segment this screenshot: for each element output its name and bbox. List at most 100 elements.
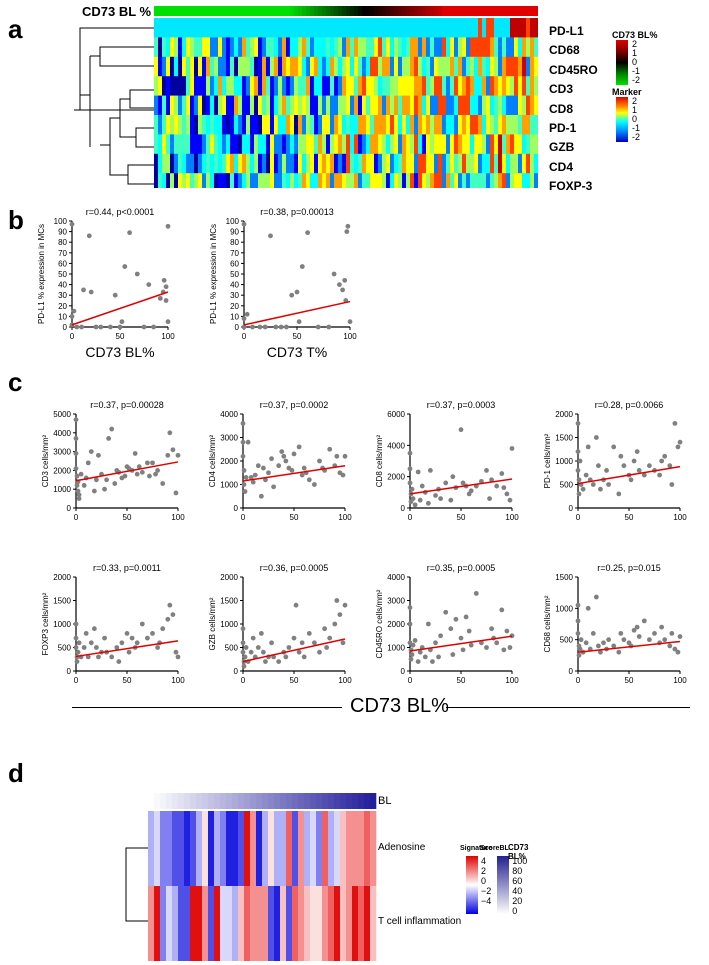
heatmap-cell xyxy=(438,115,443,135)
heatmap-cell xyxy=(246,56,251,77)
data-point xyxy=(575,468,581,473)
heatmap-cell xyxy=(250,153,255,174)
data-point xyxy=(641,472,647,478)
heatmap-cell xyxy=(270,134,275,155)
heatmap-cell xyxy=(274,153,279,174)
legend-signature-tick-0: 4 xyxy=(481,856,487,866)
heatmap-cell xyxy=(318,173,323,188)
y-tick-label: 2000 xyxy=(387,473,405,482)
heatmap-cell xyxy=(170,37,175,58)
data-point xyxy=(601,640,606,646)
heatmap-cell xyxy=(154,18,159,38)
data-point xyxy=(98,324,104,330)
heatmap-cell xyxy=(234,115,239,135)
heatmap-cell xyxy=(394,76,399,96)
data-point xyxy=(458,427,464,433)
heatmap-cell xyxy=(362,56,367,77)
y-tick-label: 1000 xyxy=(555,604,573,613)
heatmap-cell xyxy=(382,76,387,96)
bl-bar-cell xyxy=(326,6,331,16)
heatmap-cell xyxy=(466,37,471,58)
heatmap-cell xyxy=(258,115,263,135)
bl-bar-cell xyxy=(254,6,259,16)
heatmap-cell xyxy=(410,173,415,188)
data-point xyxy=(575,449,581,454)
heatmap-cell xyxy=(186,134,191,155)
x-tick-label: 50 xyxy=(123,513,132,520)
heatmap-cell xyxy=(186,56,191,77)
heatmap-cell xyxy=(382,153,387,174)
data-point xyxy=(73,635,79,641)
signature-cell xyxy=(292,886,299,961)
data-point xyxy=(590,482,596,487)
heatmap-cell xyxy=(454,37,459,58)
bl-bar-cell xyxy=(342,6,347,16)
heatmap-cell xyxy=(442,173,447,188)
data-point xyxy=(334,453,340,459)
data-point xyxy=(88,449,94,454)
heatmap-cell xyxy=(466,153,471,174)
heatmap-cell xyxy=(514,56,519,77)
heatmap-cell xyxy=(474,76,479,96)
heatmap-cell xyxy=(386,115,391,135)
heatmap-cell xyxy=(422,134,427,155)
heatmap-cell xyxy=(302,56,307,77)
heatmap-cell xyxy=(490,37,495,58)
heatmap-cell xyxy=(282,115,287,135)
bl-score-cell xyxy=(370,793,377,809)
heatmap-cell xyxy=(330,134,335,155)
signature-cell xyxy=(274,811,281,886)
heatmap-cell xyxy=(418,76,423,96)
signature-cell xyxy=(304,811,311,886)
heatmap-cell xyxy=(358,37,363,58)
data-point xyxy=(134,471,140,477)
data-point xyxy=(577,646,583,652)
heatmap-cell xyxy=(398,173,403,188)
heatmap-cell xyxy=(198,56,203,77)
x-tick-label: 100 xyxy=(343,332,357,341)
signature-cell xyxy=(208,886,215,961)
legend-signature-colorbar xyxy=(466,856,478,914)
heatmap-cell xyxy=(462,56,467,77)
bl-bar-cell xyxy=(222,6,227,16)
signature-cell xyxy=(286,886,293,961)
heatmap-cell xyxy=(270,95,275,116)
data-point xyxy=(604,468,609,473)
heatmap-cell xyxy=(262,115,267,135)
panel-a-legend: CD73 BL% 2 1 0 -1 -2 Marker 2 1 0 -1 -2 xyxy=(612,30,658,142)
bl-bar-cell xyxy=(370,6,375,16)
data-point xyxy=(175,452,181,458)
heatmap-cell xyxy=(338,76,343,96)
bl-score-cell xyxy=(298,793,305,809)
heatmap-cell xyxy=(438,37,443,58)
heatmap-cell xyxy=(334,76,339,96)
data-point xyxy=(145,635,150,641)
data-point xyxy=(173,490,179,496)
bl-score-cell xyxy=(148,793,155,809)
heatmap-cell xyxy=(166,37,171,58)
bl-bar-cell xyxy=(214,6,219,16)
heatmap-cell xyxy=(526,134,531,155)
heatmap-cell xyxy=(198,115,203,135)
data-point xyxy=(139,469,145,475)
heatmap-cell xyxy=(206,134,211,155)
data-point xyxy=(672,421,678,426)
heatmap-cell xyxy=(218,18,223,38)
data-point xyxy=(106,436,112,441)
bl-score-cell xyxy=(292,793,299,809)
signature-cell xyxy=(262,811,269,886)
data-point xyxy=(258,631,264,636)
x-tick-label: 0 xyxy=(74,513,79,520)
heatmap-cell xyxy=(514,18,519,38)
data-point xyxy=(631,458,637,464)
data-point xyxy=(345,223,351,229)
data-point xyxy=(74,659,80,664)
data-point xyxy=(78,471,84,477)
heatmap-cell xyxy=(314,173,319,188)
heatmap-cell xyxy=(198,134,203,155)
data-point xyxy=(334,598,340,603)
heatmap-cell xyxy=(274,134,279,155)
signature-cell xyxy=(334,811,341,886)
data-point xyxy=(261,465,266,471)
